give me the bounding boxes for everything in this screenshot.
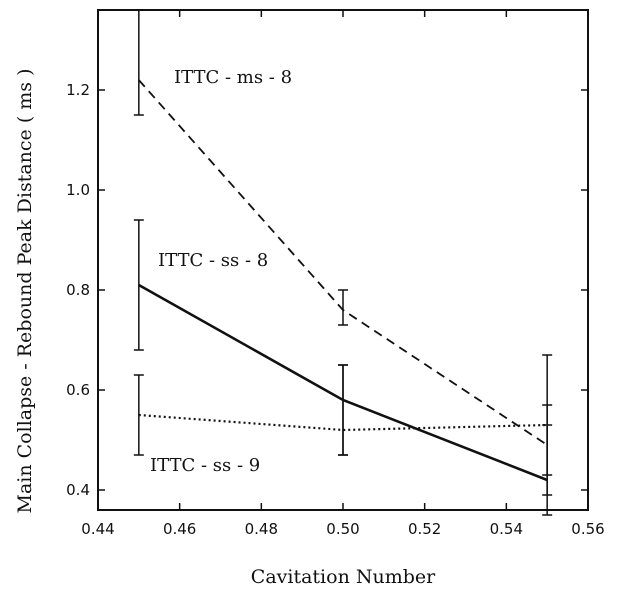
y-tick-label: 0.8 [66, 281, 90, 299]
x-tick-label: 0.52 [408, 520, 441, 538]
error-bar [338, 364, 348, 456]
error-bars [133, 9, 553, 516]
error-bar [133, 219, 144, 351]
series-label-ittc-ss-8: ITTC - ss - 8 [158, 250, 268, 271]
series-label-ittc-ss-9: ITTC - ss - 9 [150, 455, 260, 476]
series-label-ittc-ms-8: ITTC - ms - 8 [174, 67, 292, 88]
error-bar [133, 374, 144, 456]
series-labels: ITTC - ms - 8 ITTC - ss - 8 ITTC - ss - … [150, 67, 292, 476]
error-bar [542, 354, 553, 476]
y-axis-title: Main Collapse - Rebound Peak Distance ( … [14, 69, 36, 514]
x-tick-label: 0.48 [245, 520, 278, 538]
error-bar [133, 9, 144, 116]
y-tick-label: 0.4 [66, 481, 90, 499]
y-tick-label: 0.6 [66, 381, 90, 399]
x-tick-label: 0.54 [490, 520, 523, 538]
series-line-3 [138, 413, 548, 432]
error-bar [338, 289, 348, 326]
x-tick-label: 0.46 [163, 520, 196, 538]
x-axis-title: Cavitation Number [251, 566, 436, 588]
plot-axes: 0.44 0.46 0.48 0.50 0.52 0.54 0.56 0.4 0.6 0.8 1.0… [66, 9, 605, 538]
y-tick-label: 1.2 [66, 81, 90, 99]
x-tick-label: 0.44 [81, 520, 114, 538]
x-tick-label: 0.56 [571, 520, 604, 538]
x-tick-label: 0.50 [326, 520, 359, 538]
y-tick-label: 1.0 [66, 181, 90, 199]
